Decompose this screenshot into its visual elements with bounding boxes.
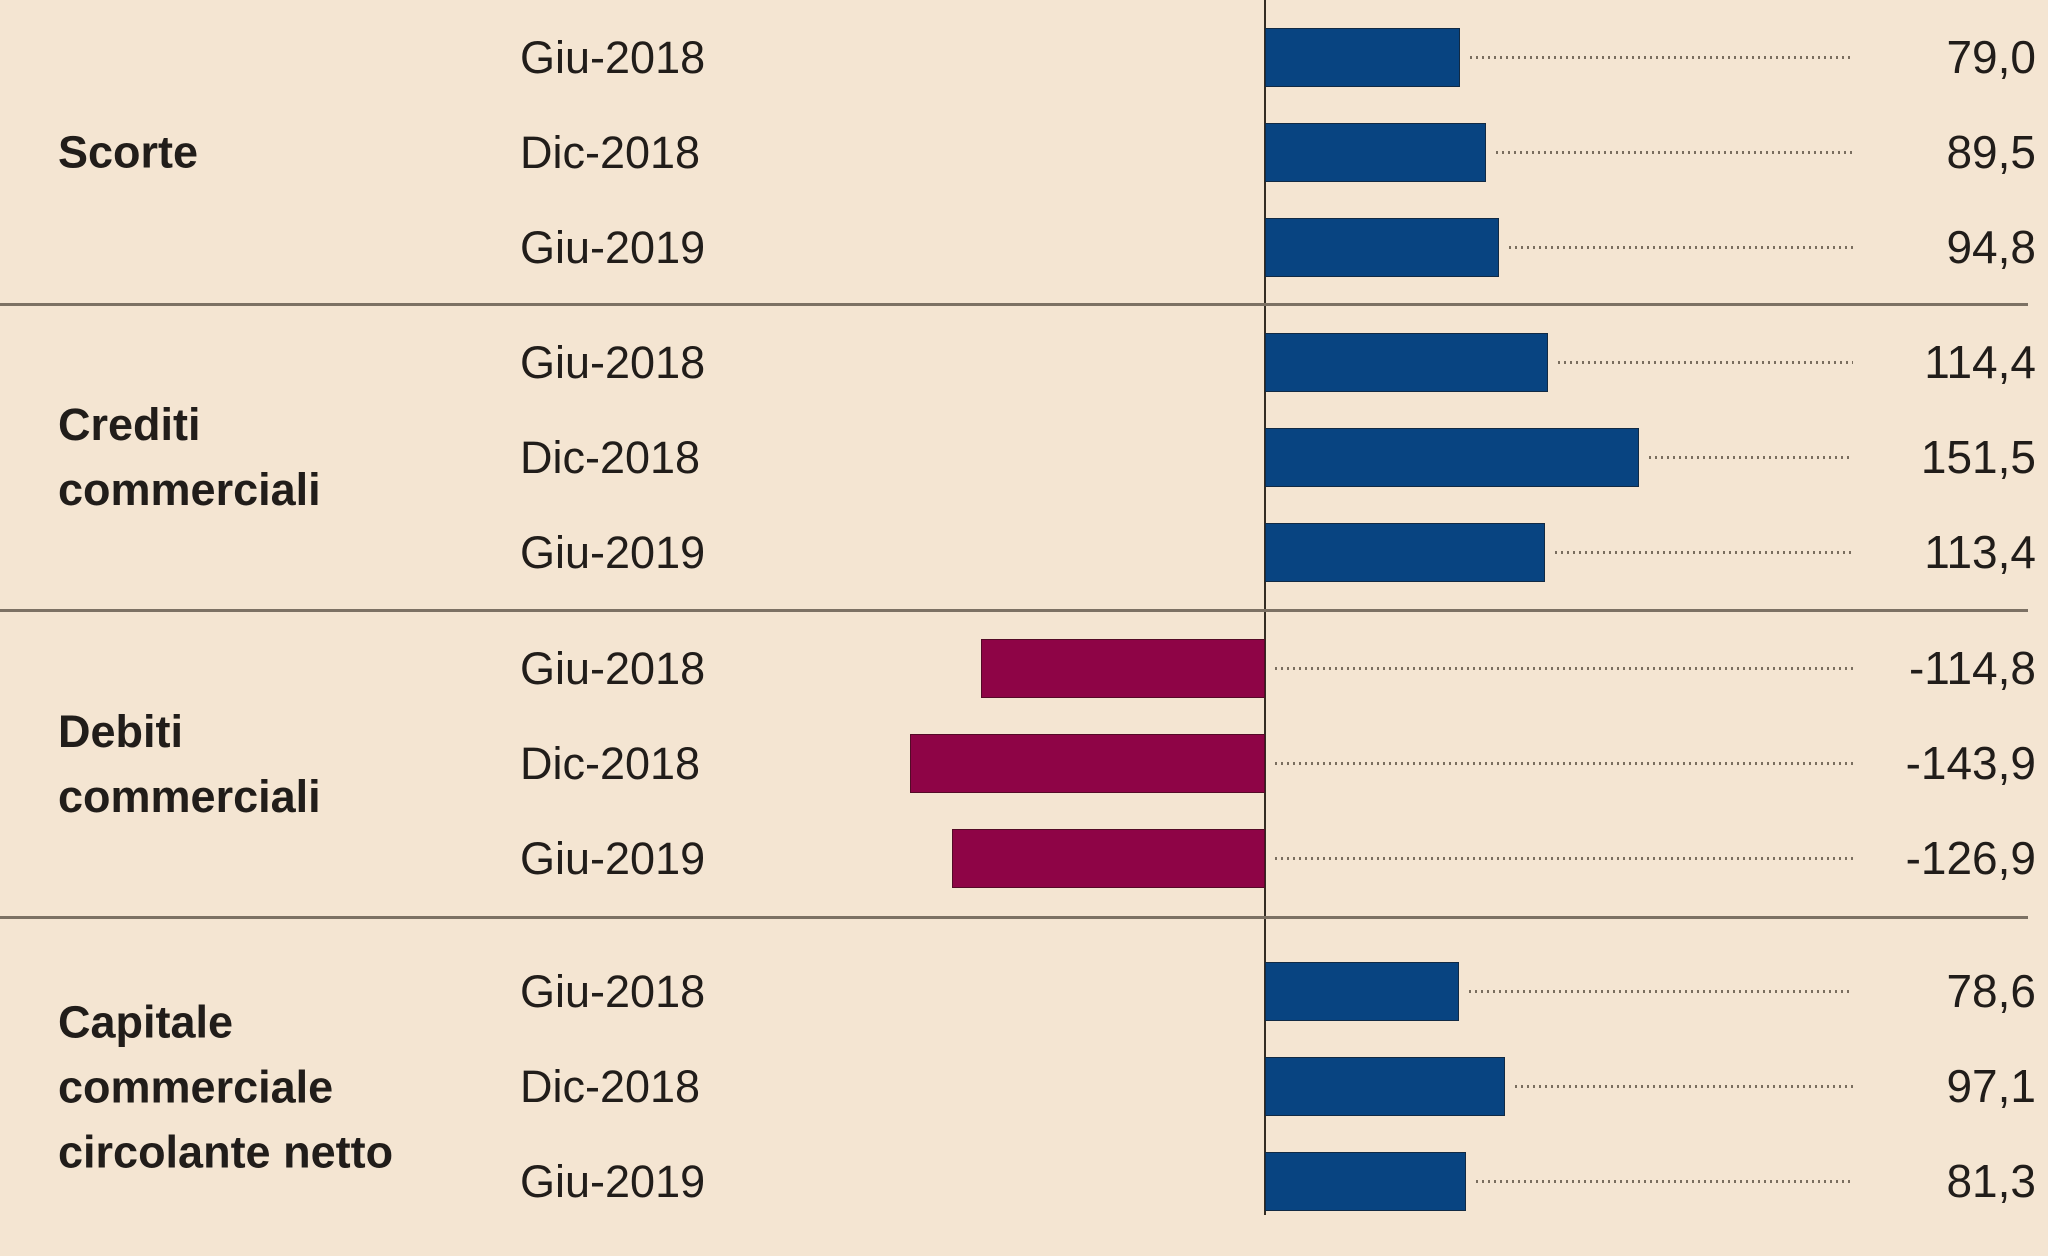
bar-row-dic-2018: Dic-2018 -143,9 [0, 734, 2048, 793]
group-rows: Giu-2018 114,4 Dic-2018 151,5 Giu-2019 113,4 [0, 304, 2048, 610]
section-divider-line [0, 609, 2028, 612]
positive-bar-dic-2018 [1265, 427, 1639, 487]
leader-dotted-line [1555, 550, 1853, 554]
value-label: 89,5 [1946, 125, 2036, 178]
value-label: 151,5 [1920, 430, 2036, 483]
group-label: Capitale commerciale circolante netto [58, 996, 394, 1177]
period-label: Giu-2019 [520, 833, 706, 884]
bar-row-giu-2018: Giu-2018 79,0 [0, 27, 2048, 87]
group-label: Crediti commerciali [58, 399, 321, 515]
period-label: Giu-2018 [520, 31, 706, 83]
leader-dotted-line [1558, 360, 1853, 364]
section-divider-line [0, 916, 2028, 919]
period-label: Giu-2019 [520, 526, 706, 578]
leader-dotted-line [1275, 857, 1853, 860]
period-label: Dic-2018 [520, 738, 701, 789]
value-label: 114,4 [1924, 335, 2036, 388]
leader-dotted-line [1470, 55, 1853, 59]
positive-bar-dic-2018 [1265, 1057, 1505, 1116]
positive-bar-giu-2018 [1265, 332, 1548, 392]
leader-dotted-line [1496, 150, 1853, 154]
bar-row-giu-2018: Giu-2018 78,6 [0, 962, 2048, 1021]
positive-bar-giu-2018 [1265, 27, 1460, 87]
bar-row-giu-2018: Giu-2018 -114,8 [0, 639, 2048, 698]
value-label: -143,9 [1905, 737, 2036, 789]
leader-dotted-line [1649, 455, 1853, 459]
bar-row-giu-2019: Giu-2019 113,4 [0, 522, 2048, 582]
group-label: Debiti commerciali [58, 705, 321, 822]
value-label: 81,3 [1946, 1155, 2036, 1207]
group-debiti-commerciali: Debiti commerciali Giu-2018 -114,8 Dic-201… [0, 609, 2048, 917]
group-capitale-commerciale-circolante-netto: Capitale commerciale circolante netto Gi… [0, 916, 2048, 1256]
value-label: 97,1 [1946, 1060, 2036, 1112]
negative-bar-giu-2018 [981, 639, 1265, 698]
period-label: Dic-2018 [520, 1061, 701, 1112]
period-label: Giu-2018 [520, 336, 706, 388]
zero-axis-line [1264, 0, 1266, 1215]
bar-row-dic-2018: Dic-2018 97,1 [0, 1057, 2048, 1116]
group-rows: Giu-2018 79,0 Dic-2018 89,5 Giu-2019 94,8 [0, 0, 2048, 304]
leader-dotted-line [1476, 1180, 1853, 1183]
value-label: 113,4 [1924, 525, 2036, 578]
bar-row-dic-2018: Dic-2018 89,5 [0, 122, 2048, 182]
negative-bar-giu-2019 [952, 829, 1265, 888]
period-label: Giu-2019 [520, 1156, 706, 1207]
period-label: Giu-2019 [520, 221, 706, 273]
bar-row-dic-2018: Dic-2018 151,5 [0, 427, 2048, 487]
period-label: Giu-2018 [520, 966, 706, 1017]
positive-bar-giu-2019 [1265, 522, 1545, 582]
leader-dotted-line [1515, 1085, 1853, 1088]
negative-bar-dic-2018 [910, 734, 1265, 793]
bar-row-giu-2018: Giu-2018 114,4 [0, 332, 2048, 392]
bar-row-giu-2019: Giu-2019 -126,9 [0, 829, 2048, 888]
group-crediti-commerciali: Crediti commerciali Giu-2018 114,4 Dic-201… [0, 303, 2048, 610]
leader-dotted-line [1469, 990, 1853, 993]
value-label: -126,9 [1905, 832, 2036, 884]
leader-dotted-line [1509, 245, 1853, 249]
bar-row-giu-2019: Giu-2019 81,3 [0, 1152, 2048, 1211]
positive-bar-giu-2019 [1265, 217, 1499, 277]
period-label: Dic-2018 [520, 126, 701, 178]
positive-bar-giu-2018 [1265, 962, 1459, 1021]
period-label: Giu-2018 [520, 643, 706, 694]
value-label: 94,8 [1946, 220, 2036, 273]
group-label: Scorte [58, 126, 199, 178]
positive-bar-giu-2019 [1265, 1152, 1466, 1211]
group-rows: Giu-2018 -114,8 Dic-2018 -143,9 Giu-2019 -126… [0, 610, 2048, 917]
bar-row-giu-2019: Giu-2019 94,8 [0, 217, 2048, 277]
value-label: 78,6 [1946, 965, 2036, 1017]
group-scorte: Scorte Giu-2018 79,0 Dic-2018 89,5 Giu-2019 9… [0, 0, 2048, 304]
value-label: -114,8 [1908, 642, 2036, 694]
section-divider-line [0, 303, 2028, 306]
value-label: 79,0 [1946, 30, 2036, 83]
leader-dotted-line [1275, 667, 1853, 670]
period-label: Dic-2018 [520, 431, 701, 483]
leader-dotted-line [1275, 762, 1853, 765]
group-rows: Giu-2018 78,6 Dic-2018 97,1 Giu-2019 81,3 [0, 917, 2048, 1256]
positive-bar-dic-2018 [1265, 122, 1486, 182]
